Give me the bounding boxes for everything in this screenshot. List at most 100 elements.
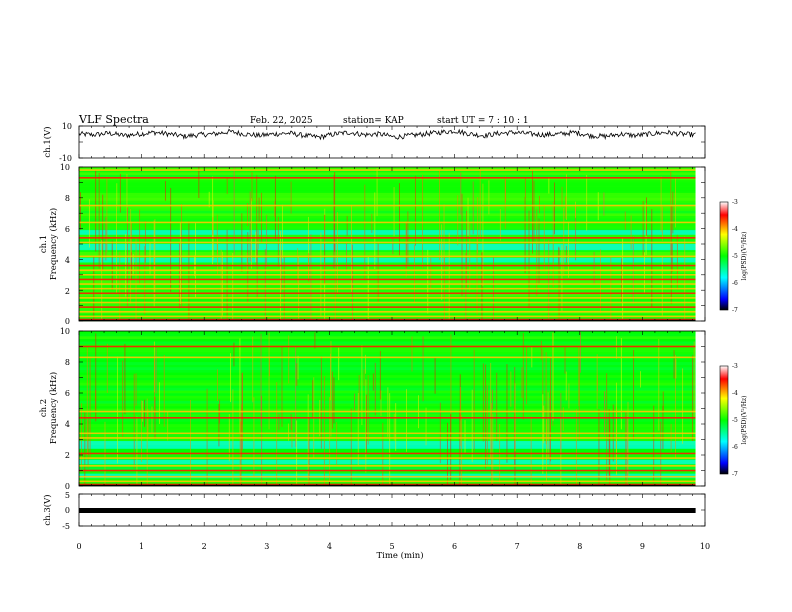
spec-streak bbox=[425, 407, 427, 446]
spec-streak bbox=[122, 360, 124, 437]
spec-streak bbox=[532, 169, 533, 254]
spec-streak bbox=[264, 249, 266, 321]
spec-streak bbox=[336, 212, 338, 294]
spec-streak bbox=[261, 192, 262, 243]
spec-streak bbox=[153, 355, 155, 416]
spec-streak bbox=[620, 338, 622, 430]
spec-streak bbox=[363, 369, 365, 386]
spec-streak bbox=[106, 176, 108, 253]
spec-streak bbox=[528, 210, 530, 309]
spec-streak bbox=[422, 336, 424, 402]
spec-streak bbox=[314, 332, 316, 349]
spec-band bbox=[79, 480, 696, 483]
spec-row bbox=[79, 354, 696, 358]
spec-row bbox=[79, 351, 696, 355]
spec-row bbox=[79, 172, 696, 175]
spec-streak bbox=[279, 230, 281, 321]
spec-row bbox=[79, 210, 696, 214]
spec-row bbox=[79, 192, 696, 196]
spec-row bbox=[79, 228, 696, 232]
spec-streak bbox=[639, 371, 641, 388]
spec-row bbox=[79, 274, 696, 278]
ch2-spectrogram-ticks bbox=[78, 330, 706, 487]
spec-streak bbox=[358, 375, 360, 417]
x-tick-label: 3 bbox=[264, 542, 269, 551]
spec-row bbox=[79, 413, 696, 417]
spec-streak bbox=[126, 174, 128, 222]
spec-streak bbox=[333, 377, 335, 424]
spec-streak bbox=[251, 172, 253, 202]
spec-streak bbox=[575, 201, 577, 218]
spec-streak bbox=[241, 372, 243, 425]
spec-streak bbox=[476, 238, 478, 315]
spec-streak bbox=[672, 191, 674, 234]
ch1-cb-tick: -3 bbox=[732, 199, 738, 206]
spec-streak bbox=[136, 416, 138, 486]
ch1-ytick-top: 10 bbox=[62, 122, 72, 131]
spec-streak bbox=[625, 411, 627, 486]
ch1-spec-ylabel: ch.1 bbox=[39, 235, 49, 253]
spec-streak bbox=[492, 413, 494, 486]
ch2-freq-tick: 8 bbox=[65, 358, 70, 367]
spec-streak bbox=[615, 336, 617, 359]
spec-row bbox=[79, 295, 696, 299]
chart-title: VLF Spectra bbox=[78, 113, 149, 126]
spec-row bbox=[79, 195, 696, 199]
spec-streak bbox=[241, 404, 243, 458]
spec-streak bbox=[499, 209, 501, 241]
ch1-waveform-frame bbox=[78, 125, 706, 159]
spec-streak bbox=[190, 399, 191, 486]
spec-band bbox=[79, 310, 696, 313]
ch1-cb-tick: -5 bbox=[732, 253, 738, 260]
spec-streak bbox=[539, 195, 540, 214]
spec-row bbox=[79, 434, 696, 438]
spec-streak bbox=[239, 413, 241, 486]
spec-streak bbox=[334, 172, 336, 252]
spec-band bbox=[79, 345, 696, 348]
spec-band bbox=[79, 269, 696, 271]
x-axis-label: Time (min) bbox=[376, 550, 423, 561]
spec-streak bbox=[257, 229, 259, 250]
spec-band bbox=[79, 306, 696, 308]
spec-row bbox=[79, 470, 696, 474]
spec-streak bbox=[439, 170, 440, 260]
spec-streak bbox=[268, 356, 270, 377]
spec-streak bbox=[338, 347, 340, 381]
spec-streak bbox=[333, 174, 335, 269]
spec-streak bbox=[155, 348, 157, 394]
spec-band bbox=[79, 457, 696, 459]
spec-streak bbox=[372, 373, 374, 391]
spec-streak bbox=[239, 338, 241, 434]
spec-streak bbox=[543, 405, 545, 444]
spec-streak bbox=[153, 220, 155, 307]
ch2-spectrogram-panel: 0 2 4 6 8 10 ch.2 Frequency (kHz) -3 -4 … bbox=[39, 327, 748, 491]
spec-streak bbox=[467, 197, 469, 236]
spec-streak bbox=[324, 259, 326, 321]
spec-streak bbox=[568, 383, 570, 409]
spec-row bbox=[79, 279, 696, 283]
spec-band bbox=[79, 297, 696, 299]
spec-streak bbox=[116, 183, 118, 206]
spec-streak bbox=[334, 242, 336, 321]
spec-streak bbox=[579, 332, 581, 373]
spec-streak bbox=[546, 419, 547, 482]
spec-row bbox=[79, 367, 696, 371]
ch1-freq-tick: 6 bbox=[65, 225, 70, 234]
spec-band bbox=[79, 204, 696, 207]
spec-row bbox=[79, 380, 696, 383]
spec-streak bbox=[290, 181, 292, 214]
spec-streak bbox=[606, 373, 608, 481]
spec-streak bbox=[255, 231, 257, 263]
ch3-ytick: -5 bbox=[62, 522, 70, 531]
spec-row bbox=[79, 338, 696, 342]
spec-row bbox=[79, 343, 696, 347]
spec-row bbox=[79, 362, 696, 365]
spec-row bbox=[79, 197, 696, 201]
spec-streak bbox=[232, 252, 234, 321]
spec-streak bbox=[630, 215, 632, 250]
spec-streak bbox=[561, 245, 563, 311]
spec-streak bbox=[621, 258, 623, 304]
spec-streak bbox=[361, 345, 363, 426]
spec-streak bbox=[297, 355, 299, 380]
spec-row bbox=[79, 411, 696, 414]
